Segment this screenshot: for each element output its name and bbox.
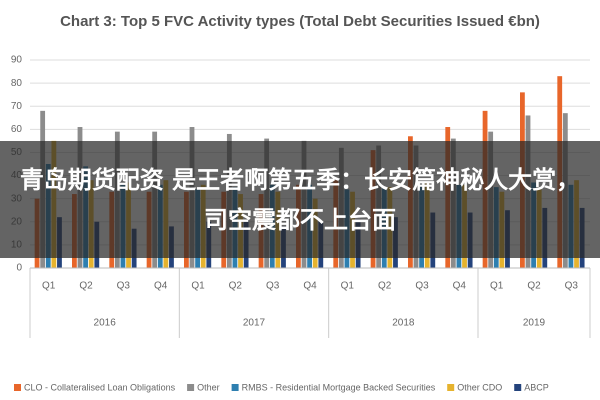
chart-title: Chart 3: Top 5 FVC Activity types (Total… <box>60 13 540 30</box>
x-tick-label: Q3 <box>117 281 131 292</box>
legend-label: Other CDO <box>457 382 502 392</box>
x-tick-label: Q1 <box>42 281 56 292</box>
x-tick-label: Q4 <box>154 281 168 292</box>
group-label: 2016 <box>94 318 117 329</box>
overlay-text: 青岛期货配资 是王者啊第五季：长安篇神秘人大赏，司空震都不上台面 <box>19 165 581 234</box>
y-tick-label: 0 <box>16 263 22 274</box>
legend-swatch <box>447 384 455 391</box>
group-label: 2017 <box>243 318 266 329</box>
y-tick-label: 60 <box>11 124 23 135</box>
y-tick-label: 90 <box>11 55 23 66</box>
x-tick-label: Q1 <box>341 281 355 292</box>
legend-label: ABCP <box>524 382 549 392</box>
x-tick-label: Q2 <box>229 281 243 292</box>
x-tick-label: Q1 <box>490 281 504 292</box>
x-tick-label: Q3 <box>565 281 579 292</box>
legend-swatch <box>514 384 522 391</box>
x-tick-label: Q3 <box>266 281 280 292</box>
legend-swatch <box>187 384 195 391</box>
x-tick-label: Q2 <box>79 281 93 292</box>
x-tick-label: Q4 <box>453 281 467 292</box>
y-tick-label: 70 <box>11 101 23 112</box>
x-tick-label: Q1 <box>191 281 205 292</box>
x-tick-label: Q3 <box>415 281 429 292</box>
legend-swatch <box>231 384 239 391</box>
overlay-banner: 青岛期货配资 是王者啊第五季：长安篇神秘人大赏，司空震都不上台面 <box>0 141 600 258</box>
y-tick-label: 80 <box>11 78 23 89</box>
x-tick-label: Q2 <box>378 281 392 292</box>
group-label: 2019 <box>523 318 546 329</box>
legend-swatch <box>14 384 21 391</box>
x-tick-label: Q4 <box>303 281 317 292</box>
legend-label: CLO - Collateralised Loan Obligations <box>24 382 176 392</box>
x-tick-label: Q2 <box>527 281 541 292</box>
legend-label: RMBS - Residential Mortgage Backed Secur… <box>242 382 436 392</box>
legend-label: Other <box>197 382 220 392</box>
group-label: 2018 <box>392 318 415 329</box>
